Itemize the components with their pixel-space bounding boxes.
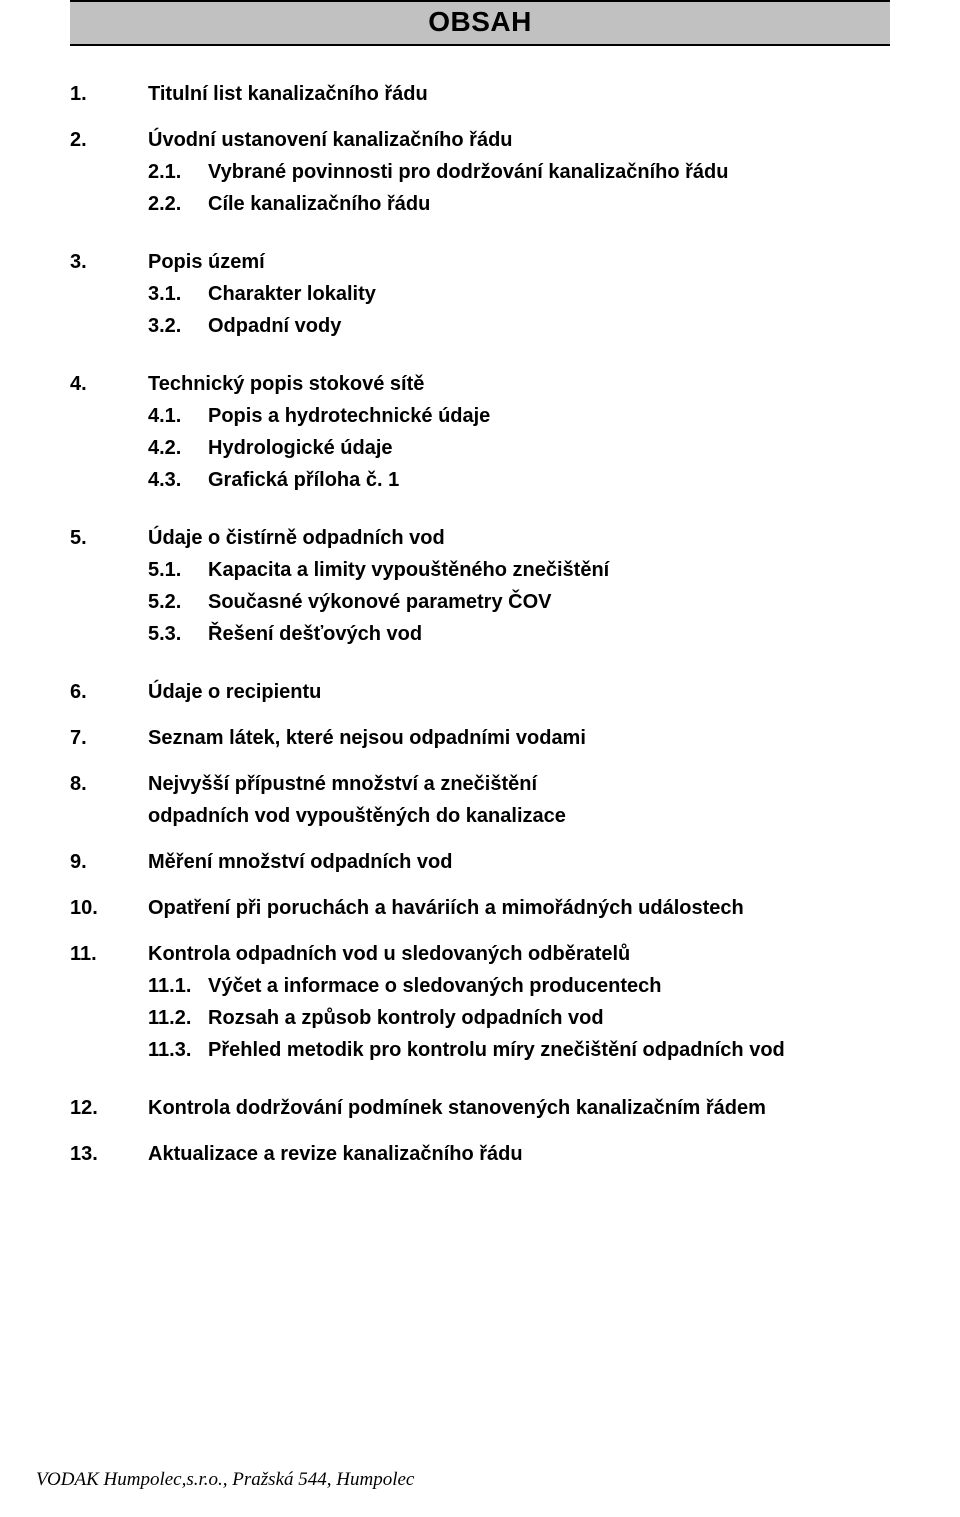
toc-text: Popis území <box>148 252 890 272</box>
toc-number: 2. <box>70 130 148 226</box>
toc-item: 2. Úvodní ustanovení kanalizačního řádu … <box>70 130 890 226</box>
toc-subitem: 5.2. Současné výkonové parametry ČOV <box>148 592 890 612</box>
toc-number: 13. <box>70 1144 148 1164</box>
toc-subitem: 4.2. Hydrologické údaje <box>148 438 890 458</box>
toc-subnumber: 11.2. <box>148 1008 208 1028</box>
toc-subnumber: 11.3. <box>148 1040 208 1060</box>
toc-subnumber: 4.3. <box>148 470 208 490</box>
toc-item: 1. Titulní list kanalizačního řádu <box>70 84 890 104</box>
toc-subitem: 2.1. Vybrané povinnosti pro dodržování k… <box>148 162 890 182</box>
toc-item: 12. Kontrola dodržování podmínek stanove… <box>70 1098 890 1118</box>
toc-subtext: Současné výkonové parametry ČOV <box>208 592 551 612</box>
toc-item: 7. Seznam látek, které nejsou odpadními … <box>70 728 890 748</box>
toc-text: Opatření při poruchách a haváriích a mim… <box>148 898 890 918</box>
toc-text: Seznam látek, které nejsou odpadními vod… <box>148 728 890 748</box>
toc-subtext: Charakter lokality <box>208 284 376 304</box>
table-of-contents: 1. Titulní list kanalizačního řádu 2. Úv… <box>70 84 890 1164</box>
toc-subitem: 5.1. Kapacita a limity vypouštěného zneč… <box>148 560 890 580</box>
toc-subtext: Rozsah a způsob kontroly odpadních vod <box>208 1008 604 1028</box>
toc-subitem: 11.2. Rozsah a způsob kontroly odpadních… <box>148 1008 890 1028</box>
toc-number: 4. <box>70 374 148 502</box>
toc-subitem: 4.1. Popis a hydrotechnické údaje <box>148 406 890 426</box>
toc-text: Technický popis stokové sítě <box>148 374 890 394</box>
toc-subitem: 4.3. Grafická příloha č. 1 <box>148 470 890 490</box>
toc-subtext: Grafická příloha č. 1 <box>208 470 399 490</box>
toc-subnumber: 4.1. <box>148 406 208 426</box>
toc-subitem: 3.1. Charakter lokality <box>148 284 890 304</box>
toc-subnumber: 11.1. <box>148 976 208 996</box>
toc-text: Úvodní ustanovení kanalizačního řádu <box>148 130 890 150</box>
toc-item: 5. Údaje o čistírně odpadních vod 5.1. K… <box>70 528 890 656</box>
toc-number: 10. <box>70 898 148 918</box>
toc-item: 3. Popis území 3.1. Charakter lokality 3… <box>70 252 890 348</box>
toc-number: 11. <box>70 944 148 1072</box>
toc-item: 13. Aktualizace a revize kanalizačního ř… <box>70 1144 890 1164</box>
toc-number: 9. <box>70 852 148 872</box>
toc-item: 8. Nejvyšší přípustné množství a znečišt… <box>70 774 890 826</box>
toc-subnumber: 5.1. <box>148 560 208 580</box>
toc-subnumber: 3.2. <box>148 316 208 336</box>
toc-item: 11. Kontrola odpadních vod u sledovaných… <box>70 944 890 1072</box>
toc-subnumber: 5.2. <box>148 592 208 612</box>
toc-text: Údaje o recipientu <box>148 682 890 702</box>
toc-text: Aktualizace a revize kanalizačního řádu <box>148 1144 890 1164</box>
toc-subtext: Výčet a informace o sledovaných producen… <box>208 976 661 996</box>
toc-text-continuation: odpadních vod vypouštěných do kanalizace <box>148 806 890 826</box>
toc-subnumber: 4.2. <box>148 438 208 458</box>
toc-subtext: Odpadní vody <box>208 316 341 336</box>
toc-number: 12. <box>70 1098 148 1118</box>
toc-subtext: Přehled metodik pro kontrolu míry znečiš… <box>208 1040 785 1060</box>
toc-text: Měření množství odpadních vod <box>148 852 890 872</box>
toc-number: 7. <box>70 728 148 748</box>
toc-number: 6. <box>70 682 148 702</box>
toc-subtext: Popis a hydrotechnické údaje <box>208 406 490 426</box>
toc-subtext: Cíle kanalizačního řádu <box>208 194 430 214</box>
toc-subtext: Řešení dešťových vod <box>208 624 422 644</box>
toc-subitem: 5.3. Řešení dešťových vod <box>148 624 890 644</box>
toc-text: Titulní list kanalizačního řádu <box>148 84 890 104</box>
toc-item: 9. Měření množství odpadních vod <box>70 852 890 872</box>
page-footer: VODAK Humpolec,s.r.o., Pražská 544, Hump… <box>36 1469 414 1491</box>
toc-subtext: Kapacita a limity vypouštěného znečištěn… <box>208 560 609 580</box>
toc-subitem: 3.2. Odpadní vody <box>148 316 890 336</box>
toc-number: 1. <box>70 84 148 104</box>
toc-item: 4. Technický popis stokové sítě 4.1. Pop… <box>70 374 890 502</box>
toc-subitem: 2.2. Cíle kanalizačního řádu <box>148 194 890 214</box>
toc-subnumber: 2.2. <box>148 194 208 214</box>
toc-subitem: 11.1. Výčet a informace o sledovaných pr… <box>148 976 890 996</box>
toc-subnumber: 2.1. <box>148 162 208 182</box>
toc-text: Nejvyšší přípustné množství a znečištění <box>148 774 890 794</box>
toc-subitem: 11.3. Přehled metodik pro kontrolu míry … <box>148 1040 890 1060</box>
toc-number: 3. <box>70 252 148 348</box>
toc-subtext: Vybrané povinnosti pro dodržování kanali… <box>208 162 728 182</box>
banner: OBSAH <box>70 0 890 46</box>
toc-text: Kontrola dodržování podmínek stanovených… <box>148 1098 890 1118</box>
document-page: OBSAH 1. Titulní list kanalizačního řádu… <box>0 0 960 1517</box>
toc-number: 8. <box>70 774 148 826</box>
toc-subtext: Hydrologické údaje <box>208 438 393 458</box>
toc-subnumber: 5.3. <box>148 624 208 644</box>
toc-text: Kontrola odpadních vod u sledovaných odb… <box>148 944 890 964</box>
toc-item: 6. Údaje o recipientu <box>70 682 890 702</box>
toc-number: 5. <box>70 528 148 656</box>
banner-title: OBSAH <box>428 6 532 37</box>
toc-text: Údaje o čistírně odpadních vod <box>148 528 890 548</box>
toc-item: 10. Opatření při poruchách a haváriích a… <box>70 898 890 918</box>
toc-subnumber: 3.1. <box>148 284 208 304</box>
